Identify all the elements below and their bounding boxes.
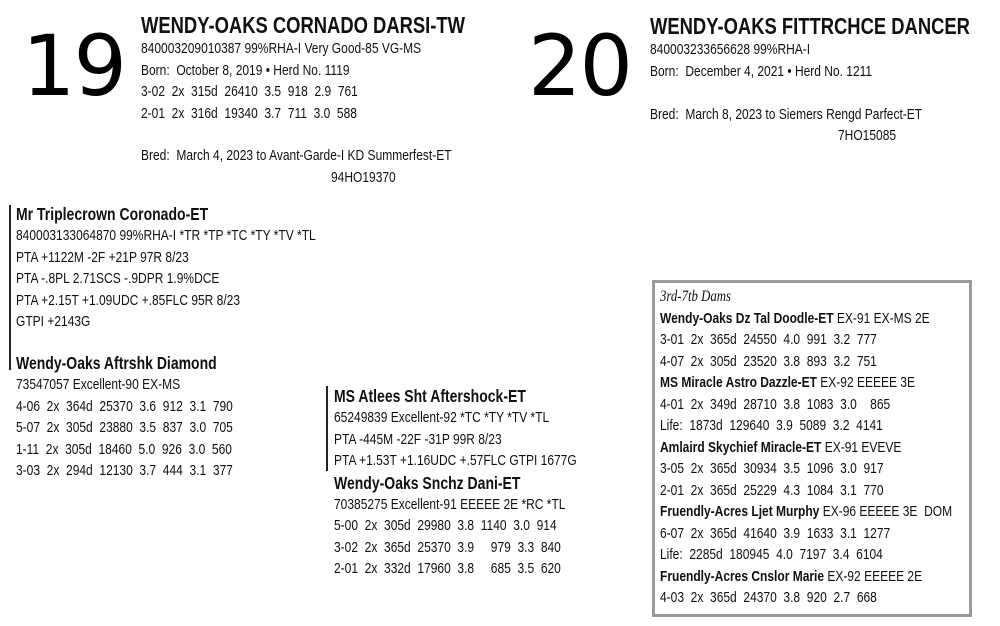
dam-entry-name: Amlaird Skychief Miracle-ET EX-91 EVEVE xyxy=(660,437,952,459)
dam-entry-name: Fruendly-Acres Cnslor Marie EX-92 EEEEE … xyxy=(660,566,952,588)
dam-entry-name: Wendy-Oaks Dz Tal Doodle-ET EX-91 EX-MS … xyxy=(660,308,952,330)
sire-line: PTA +2.15T +1.09UDC +.85FLC 95R 8/23 xyxy=(16,291,241,309)
pedigree-bar xyxy=(326,386,328,471)
mgs-name: MS Atlees Sht Aftershock-ET xyxy=(334,386,526,406)
lot-number-19: 19 xyxy=(22,17,127,115)
lot-20-header: WENDY-OAKS FITTRCHCE DANCER 840003233656… xyxy=(650,13,970,82)
sire-line: PTA +1122M -2F +21P 97R 8/23 xyxy=(16,248,189,266)
lot-19-bred-code: 94HO19370 xyxy=(331,169,396,186)
dam-line: 5-07 2x 305d 23880 3.5 837 3.0 705 xyxy=(16,419,233,436)
lot-19-header: WENDY-OAKS CORNADO DARSI-TW 840003209010… xyxy=(141,12,465,124)
sire-name: Mr Triplecrown Coronado-ET xyxy=(16,204,209,224)
dam-class: EX-91 EVEVE xyxy=(821,438,902,456)
granddam-line: 70385275 Excellent-91 EEEEE 2E *RC *TL xyxy=(334,495,566,513)
lot-19-line: 3-02 2x 315d 26410 3.5 918 2.9 761 xyxy=(141,83,358,100)
dam-name: Fruendly-Acres Cnslor Marie xyxy=(660,567,825,585)
dam-record: Life: 2285d 180945 4.0 7197 3.4 6104 xyxy=(660,546,883,563)
dam-record: 4-07 2x 305d 23520 3.8 893 3.2 751 xyxy=(660,352,877,370)
sire-line: 840003133064870 99%RHA-I *TR *TP *TC *TY… xyxy=(16,227,316,244)
lot-19-title: WENDY-OAKS CORNADO DARSI-TW xyxy=(141,12,466,38)
sire-line: PTA -.8PL 2.71SCS -.9DPR 1.9%DCE xyxy=(16,270,220,287)
mgs-block: MS Atlees Sht Aftershock-ET 65249839 Exc… xyxy=(334,385,577,580)
lot-20-line: Born: December 4, 2021 • Herd No. 1211 xyxy=(650,62,873,80)
lot-20-bred: Bred: March 8, 2023 to Siemers Rengd Par… xyxy=(650,106,923,123)
dam-line: 73547057 Excellent-90 EX-MS xyxy=(16,376,181,393)
lot-19-line: 840003209010387 99%RHA-I Very Good-85 VG… xyxy=(141,40,422,57)
lot-19-line: Born: October 8, 2019 • Herd No. 1119 xyxy=(141,61,350,79)
dam-block: Wendy-Oaks Aftrshk Diamond 73547057 Exce… xyxy=(16,352,233,482)
dam-record: 2-01 2x 365d 25229 4.3 1084 3.1 770 xyxy=(660,481,884,499)
dam-entry-name: Fruendly-Acres Ljet Murphy EX-96 EEEEE 3… xyxy=(660,501,952,523)
sire-block: Mr Triplecrown Coronado-ET 8400031330648… xyxy=(16,203,316,333)
granddam-line: 2-01 2x 332d 17960 3.8 685 3.5 620 xyxy=(334,560,561,577)
mgs-line: PTA -445M -22F -31P 99R 8/23 xyxy=(334,430,502,448)
dam-line: 1-11 2x 305d 18460 5.0 926 3.0 560 xyxy=(16,440,232,458)
dam-name: Wendy-Oaks Aftrshk Diamond xyxy=(16,353,217,373)
dams-box-content: 3rd-7tb Dams Wendy-Oaks Dz Tal Doodle-ET… xyxy=(660,286,952,609)
dam-name: Amlaird Skychief Miracle-ET xyxy=(660,438,822,456)
dam-record: 4-01 2x 349d 28710 3.8 1083 3.0 865 xyxy=(660,395,891,413)
granddam-line: 5-00 2x 305d 29980 3.8 1140 3.0 914 xyxy=(334,517,557,534)
dam-class: EX-91 EX-MS 2E xyxy=(833,309,930,327)
mgs-line: PTA +1.53T +1.16UDC +.57FLC GTPI 1677G xyxy=(334,452,577,469)
lot-20-line: 840003233656628 99%RHA-I xyxy=(650,41,811,58)
dam-name: Fruendly-Acres Ljet Murphy xyxy=(660,503,820,520)
dam-record: 4-03 2x 365d 24370 3.8 920 2.7 668 xyxy=(660,589,877,606)
granddam-line: 3-02 2x 365d 25370 3.9 979 3.3 840 xyxy=(334,538,561,556)
dams-heading: 3rd-7tb Dams xyxy=(660,288,731,305)
dam-name: MS Miracle Astro Dazzle-ET xyxy=(660,374,817,391)
dam-class: EX-92 EEEEE 2E xyxy=(824,567,923,585)
dam-record: 3-01 2x 365d 24550 4.0 991 3.2 777 xyxy=(660,331,877,348)
lot-20-bred-code: 7HO15085 xyxy=(838,127,897,144)
dam-entry-name: MS Miracle Astro Dazzle-ET EX-92 EEEEE 3… xyxy=(660,372,952,394)
dam-record: 3-05 2x 365d 30934 3.5 1096 3.0 917 xyxy=(660,460,884,477)
dam-record: Life: 1873d 129640 3.9 5089 3.2 4141 xyxy=(660,417,883,434)
mgs-line: 65249839 Excellent-92 *TC *TY *TV *TL xyxy=(334,409,550,426)
lot-number-20: 20 xyxy=(528,17,633,115)
pedigree-bar xyxy=(9,205,11,370)
dam-record: 6-07 2x 365d 41640 3.9 1633 3.1 1277 xyxy=(660,524,891,542)
granddam-name: Wendy-Oaks Snchz Dani-ET xyxy=(334,472,521,493)
sire-line: GTPI +2143G xyxy=(16,313,91,330)
dams-box xyxy=(652,280,972,617)
lot-19-line: 2-01 2x 316d 19340 3.7 711 3.0 588 xyxy=(141,104,357,122)
dam-class: EX-96 EEEEE 3E DOM xyxy=(819,503,953,520)
dam-name: Wendy-Oaks Dz Tal Doodle-ET xyxy=(660,309,834,327)
dam-class: EX-92 EEEEE 3E xyxy=(816,374,915,391)
dam-line: 4-06 2x 364d 25370 3.6 912 3.1 790 xyxy=(16,397,233,415)
dam-line: 3-03 2x 294d 12130 3.7 444 3.1 377 xyxy=(16,462,233,479)
lot-19-bred: Bred: March 4, 2023 to Avant-Garde-I KD … xyxy=(141,147,452,164)
lot-20-title: WENDY-OAKS FITTRCHCE DANCER xyxy=(650,13,970,39)
